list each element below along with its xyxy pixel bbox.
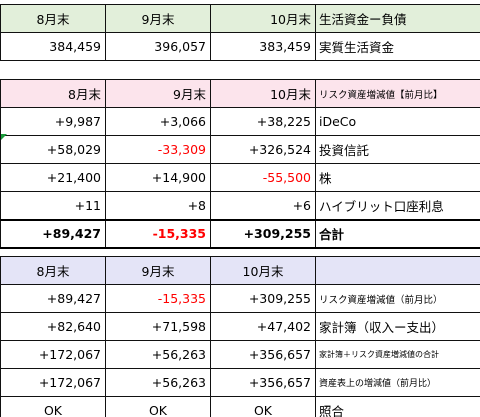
- row-label[interactable]: 株: [315, 163, 480, 192]
- header-oct[interactable]: 10月末: [210, 4, 316, 33]
- table-row: +82,640 +71,598 +47,402 家計簿（収入ー支出）: [0, 312, 480, 341]
- total-row: +89,427 -15,335 +309,255 合計: [0, 218, 480, 249]
- living-funds-table: 8月末 9月末 10月末 生活資金ー負債 384,459 396,057 383…: [0, 4, 480, 61]
- row-label[interactable]: iDeCo: [315, 107, 480, 136]
- check-cell[interactable]: OK: [0, 396, 106, 417]
- header-sep[interactable]: 9月末: [105, 79, 211, 108]
- total-cell-negative[interactable]: -15,335: [105, 218, 211, 249]
- row-label[interactable]: 照合: [315, 396, 480, 417]
- check-cell[interactable]: OK: [105, 396, 211, 417]
- table-row: 384,459 396,057 383,459 実質生活資金: [0, 32, 480, 61]
- table-header-row: 8月末 9月末 10月末 生活資金ー負債: [0, 4, 480, 33]
- comment-indicator-icon: [1, 134, 7, 140]
- reconciliation-table: 8月末 9月末 10月末 +89,427 -15,335 +309,255 リス…: [0, 256, 480, 417]
- cell[interactable]: +71,598: [105, 312, 211, 341]
- row-label[interactable]: ハイブリット口座利息: [315, 191, 480, 220]
- table-row: OK OK OK 照合: [0, 396, 480, 417]
- header-oct[interactable]: 10月末: [210, 79, 316, 108]
- cell[interactable]: 396,057: [105, 32, 211, 61]
- cell[interactable]: +356,657: [210, 368, 316, 397]
- cell-negative[interactable]: -15,335: [105, 284, 211, 313]
- table-header-row: 8月末 9月末 10月末 リスク資産増減値【前月比】: [0, 79, 480, 108]
- table-row: +11 +8 +6 ハイブリット口座利息: [0, 191, 480, 220]
- cell[interactable]: +82,640: [0, 312, 106, 341]
- row-label[interactable]: 投資信託: [315, 135, 480, 164]
- row-label[interactable]: 家計簿（収入ー支出）: [315, 312, 480, 341]
- header-sep[interactable]: 9月末: [105, 4, 211, 33]
- cell[interactable]: +172,067: [0, 340, 106, 369]
- cell[interactable]: +356,657: [210, 340, 316, 369]
- cell[interactable]: +8: [105, 191, 211, 220]
- cell[interactable]: +47,402: [210, 312, 316, 341]
- table-row: +89,427 -15,335 +309,255 リスク資産増減値（前月比）: [0, 284, 480, 313]
- table-row: +58,029 -33,309 +326,524 投資信託: [0, 135, 480, 164]
- risk-asset-change-table: 8月末 9月末 10月末 リスク資産増減値【前月比】 +9,987 +3,066…: [0, 79, 480, 249]
- row-label[interactable]: 家計簿＋リスク資産増減値の合計: [315, 340, 480, 369]
- total-cell[interactable]: +89,427: [0, 218, 106, 249]
- header-label[interactable]: [315, 256, 480, 285]
- row-label[interactable]: 実質生活資金: [315, 32, 480, 61]
- table-row: +21,400 +14,900 -55,500 株: [0, 163, 480, 192]
- cell[interactable]: +326,524: [210, 135, 316, 164]
- cell[interactable]: +6: [210, 191, 316, 220]
- table-row: +9,987 +3,066 +38,225 iDeCo: [0, 107, 480, 136]
- header-oct[interactable]: 10月末: [210, 256, 316, 285]
- cell[interactable]: +11: [0, 191, 106, 220]
- cell[interactable]: +56,263: [105, 340, 211, 369]
- header-aug[interactable]: 8月末: [0, 79, 106, 108]
- cell[interactable]: +172,067: [0, 368, 106, 397]
- cell-negative[interactable]: -55,500: [210, 163, 316, 192]
- cell[interactable]: +3,066: [105, 107, 211, 136]
- table-header-row: 8月末 9月末 10月末: [0, 256, 480, 285]
- header-aug[interactable]: 8月末: [0, 4, 106, 33]
- total-cell[interactable]: +309,255: [210, 218, 316, 249]
- table-row: +172,067 +56,263 +356,657 資産表上の増減値（前月比）: [0, 368, 480, 397]
- total-label[interactable]: 合計: [315, 218, 480, 249]
- cell-negative[interactable]: -33,309: [105, 135, 211, 164]
- row-label[interactable]: リスク資産増減値（前月比）: [315, 284, 480, 313]
- header-aug[interactable]: 8月末: [0, 256, 106, 285]
- cell[interactable]: +14,900: [105, 163, 211, 192]
- cell[interactable]: +56,263: [105, 368, 211, 397]
- cell[interactable]: +58,029: [0, 135, 106, 164]
- cell[interactable]: +9,987: [0, 107, 106, 136]
- cell[interactable]: +38,225: [210, 107, 316, 136]
- cell[interactable]: 384,459: [0, 32, 106, 61]
- cell[interactable]: 383,459: [210, 32, 316, 61]
- cell[interactable]: +309,255: [210, 284, 316, 313]
- row-label[interactable]: 資産表上の増減値（前月比）: [315, 368, 480, 397]
- table-row: +172,067 +56,263 +356,657 家計簿＋リスク資産増減値の合…: [0, 340, 480, 369]
- header-sep[interactable]: 9月末: [105, 256, 211, 285]
- cell[interactable]: +89,427: [0, 284, 106, 313]
- cell[interactable]: +21,400: [0, 163, 106, 192]
- header-label[interactable]: 生活資金ー負債: [315, 4, 480, 33]
- check-cell[interactable]: OK: [210, 396, 316, 417]
- header-label[interactable]: リスク資産増減値【前月比】: [315, 79, 480, 108]
